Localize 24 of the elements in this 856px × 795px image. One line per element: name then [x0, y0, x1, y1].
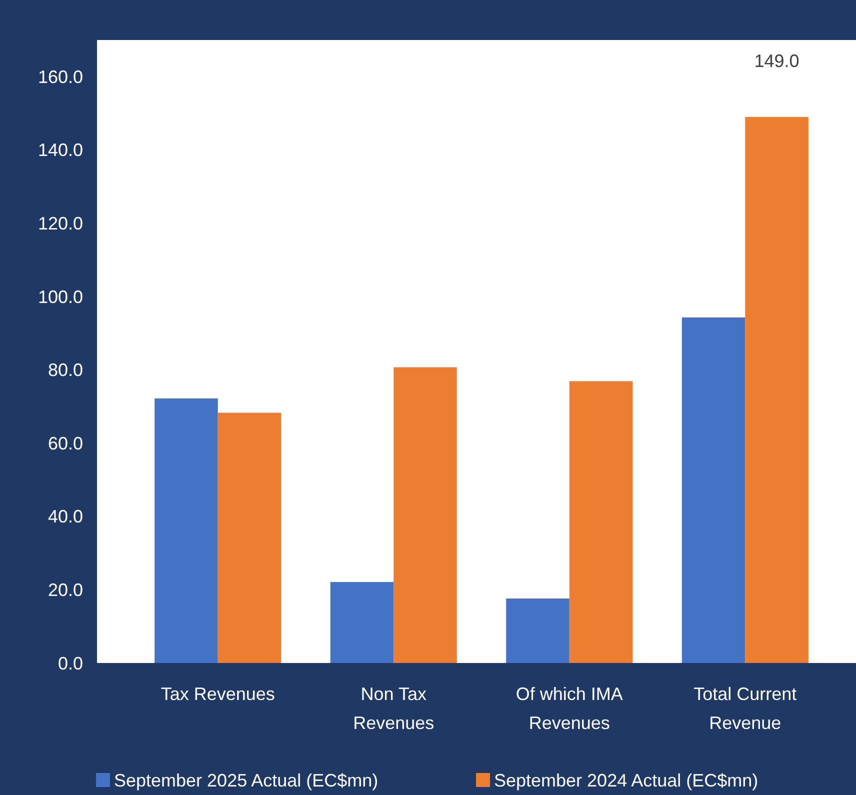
- legend-label: September 2024 Actual (EC$mn): [494, 770, 758, 790]
- legend-label: September 2025 Actual (EC$mn): [114, 770, 378, 790]
- data-label: 149.0: [754, 50, 800, 71]
- y-tick-label: 140.0: [38, 140, 83, 160]
- x-tick-label: Of which IMA Revenues: [516, 684, 623, 733]
- x-tick-label: Tax Revenues: [160, 684, 275, 704]
- y-tick-label: 60.0: [48, 433, 83, 454]
- y-tick-label: 40.0: [48, 506, 83, 527]
- y-tick-label: 0.0: [58, 653, 83, 674]
- x-tick-label: Non Tax Revenues: [353, 684, 434, 733]
- y-tick-label: 80.0: [48, 360, 83, 380]
- y-tick-label: 100.0: [38, 286, 83, 307]
- y-tick-label: 160.0: [38, 66, 83, 87]
- bar: [745, 116, 808, 663]
- bar: [569, 381, 633, 663]
- bar: [506, 598, 570, 663]
- x-tick-label: Total Current Revenue: [694, 684, 797, 733]
- bar: [682, 317, 746, 663]
- bar: [394, 367, 457, 663]
- bar: [218, 412, 282, 663]
- y-tick-label: 20.0: [48, 580, 83, 600]
- bar: [154, 398, 218, 663]
- bar: [330, 582, 394, 663]
- y-tick-label: 120.0: [38, 214, 83, 234]
